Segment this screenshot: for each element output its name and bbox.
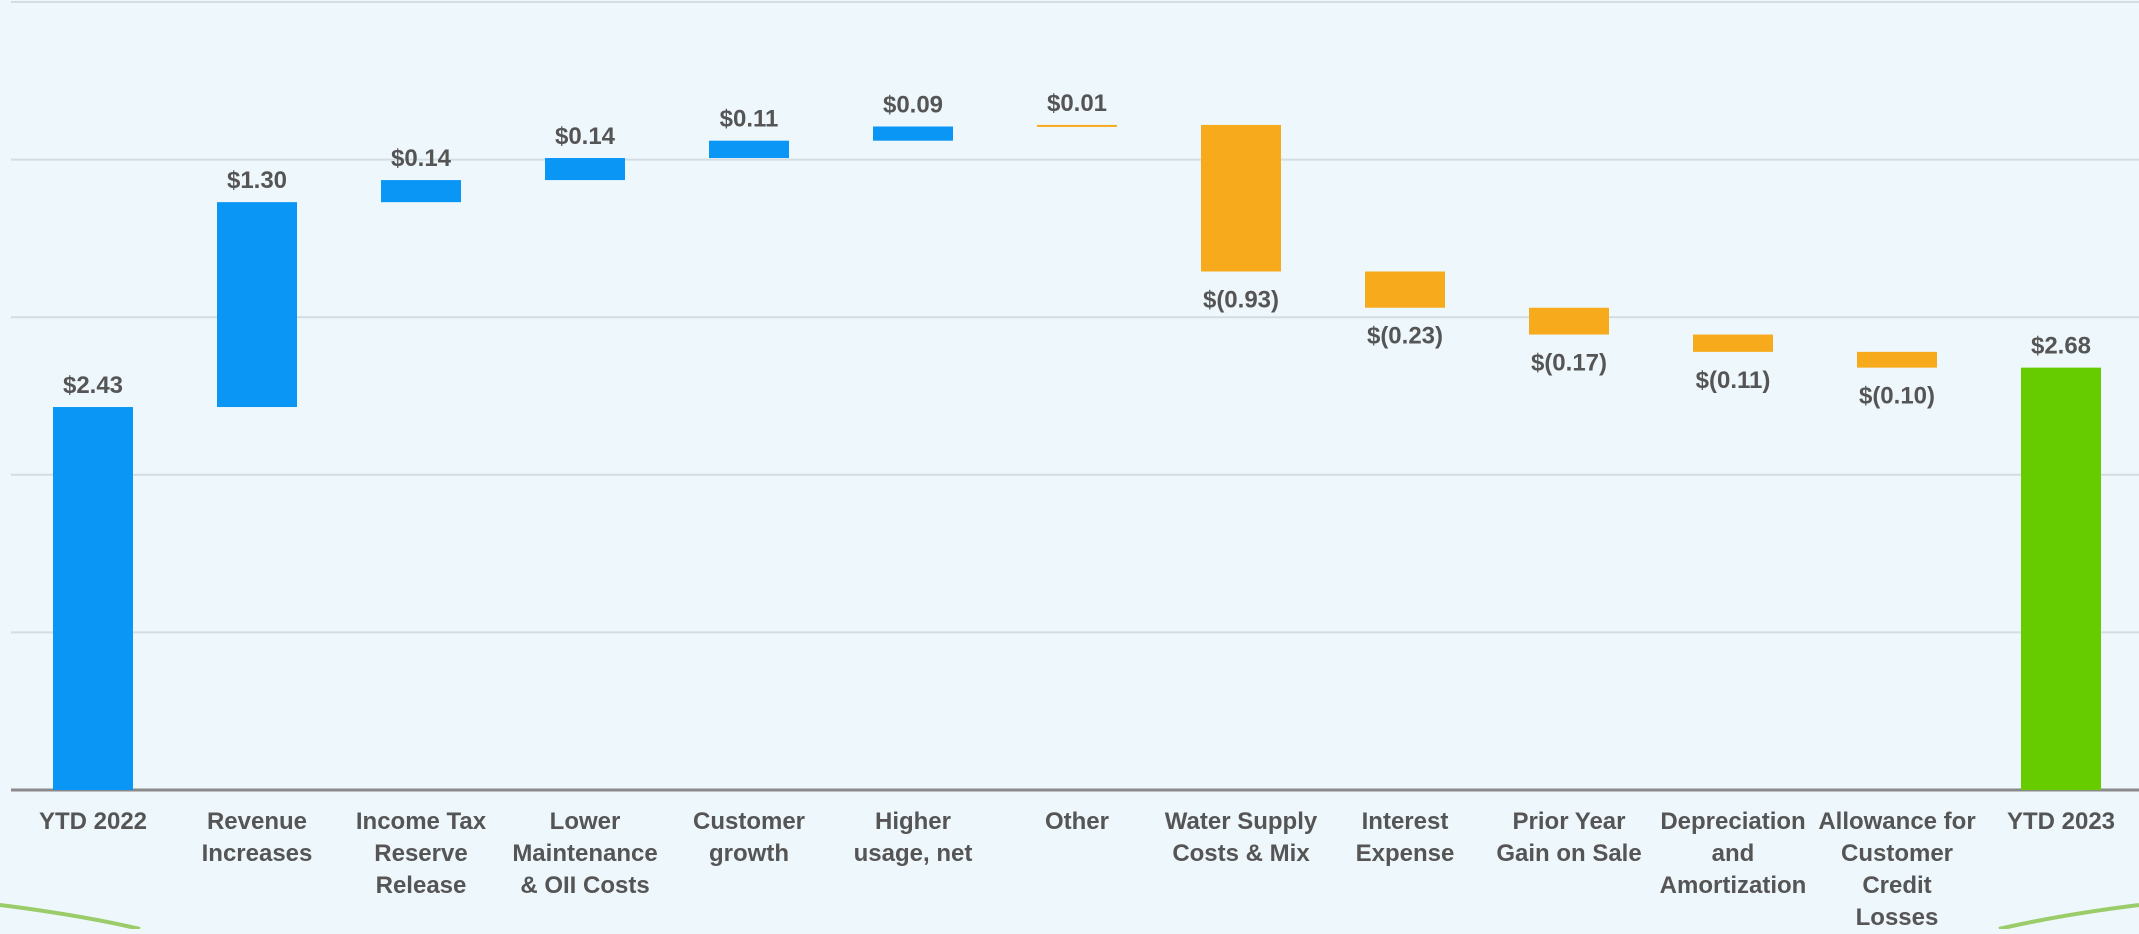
x-tick-label: YTD 2023 [2006,808,2116,835]
x-tick-label: Other [1044,808,1109,835]
x-tick-label: Depreciation and Amortization [1659,808,1807,899]
bar [873,126,953,141]
data-label: $(0.23) [1367,323,1443,350]
bar [217,202,297,408]
bar [1201,124,1281,272]
data-label: $(0.10) [1859,383,1935,410]
data-label: $0.01 [1047,90,1107,117]
x-tick-label: Water Supply Costs & Mix [1164,808,1318,867]
x-tick-label: Income Tax Reserve Release [355,808,487,899]
bar [381,180,461,203]
data-label: $1.30 [227,167,287,194]
x-tick-label: Lower Maintenance & OII Costs [512,808,658,899]
x-tick-label: Interest Expense [1355,808,1455,867]
data-label: $0.09 [883,92,943,119]
data-label: $0.11 [720,106,779,133]
x-tick-label: Prior Year Gain on Sale [1496,808,1642,867]
data-label: $(0.11) [1696,367,1771,394]
bar [709,140,789,159]
data-label: $(0.93) [1203,286,1279,313]
bar [1529,307,1609,335]
bar [1857,351,1937,368]
data-label: $2.68 [2031,333,2091,360]
x-tick-label: Higher usage, net [853,808,973,867]
x-tick-label: Revenue Increases [201,808,313,867]
bar [1365,271,1445,308]
data-label: $2.43 [63,372,123,399]
data-label: $(0.17) [1531,350,1607,377]
bar [2021,367,2101,790]
decor-curve [1998,903,2139,929]
data-label: $0.14 [555,123,616,150]
x-tick-label: Customer growth [692,808,806,867]
bar [545,158,625,181]
decor-curve [0,903,141,929]
data-label: $0.14 [391,145,452,172]
x-tick-label: YTD 2022 [38,808,148,835]
x-tick-label: Allowance for Customer Credit Losses [1818,808,1976,931]
bar [1037,124,1117,127]
bar [53,407,133,790]
bar [1693,334,1773,352]
